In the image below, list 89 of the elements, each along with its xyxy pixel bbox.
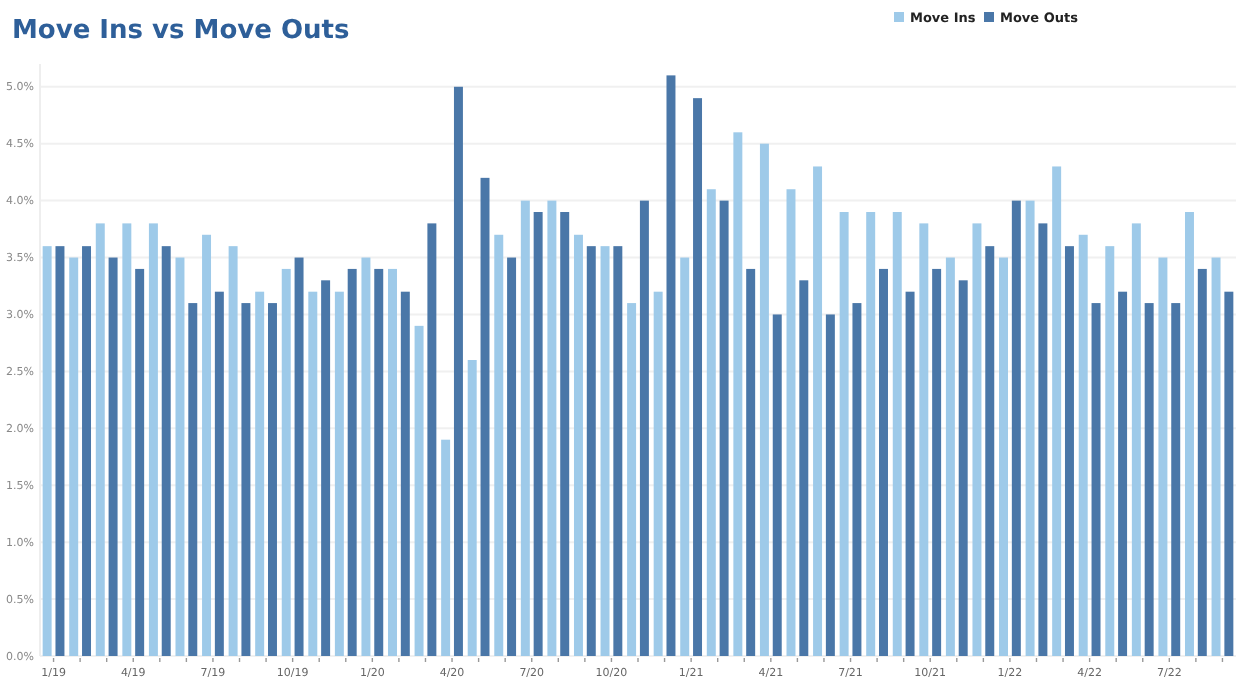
bar — [680, 257, 690, 656]
bar — [188, 303, 198, 656]
bar — [919, 223, 929, 656]
bar — [586, 246, 596, 656]
bar — [693, 98, 703, 656]
bar — [55, 246, 65, 656]
bar — [839, 212, 849, 656]
bar — [825, 314, 835, 656]
bar — [294, 257, 304, 656]
bar — [1025, 200, 1035, 656]
bar — [388, 268, 397, 656]
bar — [281, 268, 291, 656]
bar — [255, 291, 265, 656]
bar — [427, 223, 437, 656]
bar — [122, 223, 132, 656]
bar — [1224, 291, 1234, 656]
bar — [852, 303, 862, 656]
bar — [879, 268, 888, 656]
bar — [1091, 303, 1101, 656]
bar — [82, 246, 92, 656]
bar — [905, 291, 915, 656]
bar — [202, 234, 212, 656]
bar — [1131, 223, 1141, 656]
bar — [985, 246, 995, 656]
bar — [653, 291, 663, 656]
bar — [533, 212, 543, 656]
bar — [467, 360, 477, 656]
bar — [1105, 246, 1115, 656]
bar — [1211, 257, 1221, 656]
bar — [507, 257, 517, 656]
bar — [308, 291, 318, 656]
bar — [268, 303, 277, 656]
bar — [759, 143, 769, 656]
bar — [958, 280, 968, 656]
bar — [1038, 223, 1048, 656]
bar — [613, 246, 623, 656]
bar — [69, 257, 79, 656]
bar — [1197, 268, 1207, 656]
bar — [866, 212, 876, 656]
bar — [1184, 212, 1194, 656]
bar — [520, 200, 530, 656]
bar — [719, 200, 729, 656]
bar — [573, 234, 583, 656]
bar — [547, 200, 557, 656]
bar — [161, 246, 171, 656]
bar — [42, 246, 52, 656]
bar — [999, 257, 1008, 656]
bar — [241, 303, 251, 656]
chart-title: Move Ins vs Move Outs — [12, 16, 350, 46]
bar — [972, 223, 982, 656]
bar — [639, 200, 649, 656]
bar — [494, 234, 504, 656]
bar — [441, 439, 451, 656]
bar — [1118, 291, 1128, 656]
bar — [1011, 200, 1021, 656]
bar — [453, 86, 463, 656]
bar — [1078, 234, 1088, 656]
bar — [148, 223, 158, 656]
bar — [347, 268, 357, 656]
bar — [560, 212, 570, 656]
bar — [600, 246, 610, 656]
bar — [334, 291, 344, 656]
bar — [706, 189, 716, 656]
bar — [733, 132, 743, 656]
bar — [892, 212, 902, 656]
bar — [1052, 166, 1062, 656]
bar — [214, 291, 224, 656]
bar — [414, 325, 424, 656]
bar — [108, 257, 118, 656]
bar — [175, 257, 185, 656]
bar — [361, 257, 371, 656]
bar — [932, 268, 942, 656]
bar — [1144, 303, 1154, 656]
bar — [400, 291, 410, 656]
bar — [772, 314, 782, 656]
bar — [1158, 257, 1168, 656]
bar — [1171, 303, 1181, 656]
bar — [374, 268, 384, 656]
bar — [799, 280, 809, 656]
bar — [135, 268, 145, 656]
bar — [746, 268, 756, 656]
bar — [1064, 246, 1074, 656]
bar — [945, 257, 955, 656]
bar — [627, 303, 637, 656]
bar — [228, 246, 238, 656]
bar — [321, 280, 331, 656]
bar — [813, 166, 823, 656]
bar — [666, 75, 676, 656]
bar — [95, 223, 105, 656]
